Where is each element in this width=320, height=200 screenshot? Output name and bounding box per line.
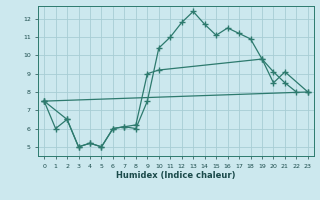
X-axis label: Humidex (Indice chaleur): Humidex (Indice chaleur): [116, 171, 236, 180]
